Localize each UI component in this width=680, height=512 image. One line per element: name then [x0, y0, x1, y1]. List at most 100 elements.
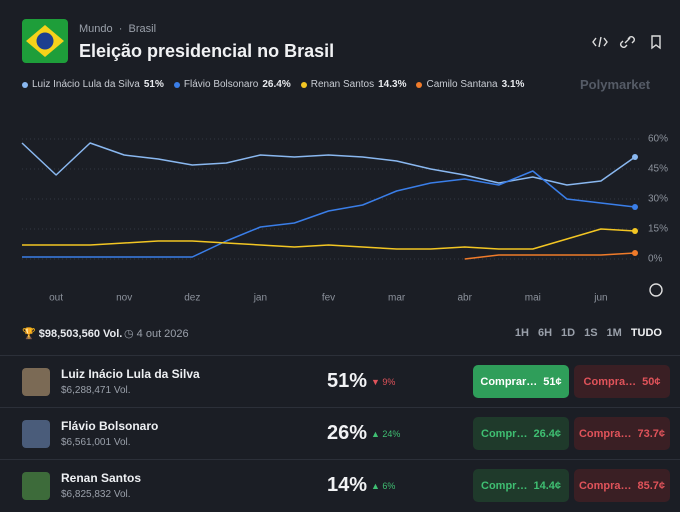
end-dot	[632, 204, 638, 210]
end-dot	[632, 154, 638, 160]
flag	[22, 19, 68, 63]
legend-item: Flávio Bolsonaro 26.4%	[173, 79, 291, 90]
range-button[interactable]: TUDO	[630, 327, 662, 339]
outcome-volume: $6,825,832 Vol.	[61, 489, 131, 500]
range-selector: 1H 6H 1D 1S 1M TUDO	[515, 327, 662, 339]
sell-label: Compra…	[578, 479, 632, 492]
embed-icon[interactable]	[592, 36, 608, 48]
x-tick-label: jan	[253, 293, 267, 304]
legend-value: 3.1%	[501, 79, 525, 90]
change-value: 24%	[382, 429, 401, 439]
outcome-name: Renan Santos	[61, 471, 142, 485]
chart: 0% 15% 30% 45% 60% out nov dez jan fev mar abr mai ju…	[21, 134, 668, 304]
series-line	[22, 170, 636, 258]
outcome-name: Flávio Bolsonaro	[61, 419, 159, 433]
date-text: 4 out 2026	[136, 328, 189, 340]
outcome-volume: $6,288,471 Vol.	[61, 385, 131, 396]
end-dot	[632, 250, 638, 256]
range-button[interactable]: 1M	[606, 327, 622, 339]
legend-dot	[300, 81, 307, 88]
buy-label: Compr…	[481, 427, 528, 440]
buy-label: Comprar…	[480, 375, 538, 388]
sell-button[interactable]: Compra… 73.7¢	[574, 417, 670, 450]
outcome-change: ▲ 6%	[371, 481, 395, 491]
avatar	[22, 368, 50, 396]
avatar	[22, 472, 50, 500]
range-button[interactable]: 1D	[561, 327, 576, 339]
brand: Polymarket	[580, 77, 651, 92]
outcome-chance: 26%	[327, 422, 368, 444]
y-tick-label: 60%	[648, 134, 668, 145]
x-tick-label: nov	[116, 293, 132, 304]
end-dot	[632, 228, 638, 234]
volume: 🏆 $98,503,560 Vol.	[22, 328, 123, 340]
clock-button	[649, 283, 663, 297]
outcome-change: ▼ 9%	[371, 377, 395, 387]
outcome-volume: $6,561,001 Vol.	[61, 437, 131, 448]
link-icon[interactable]	[620, 36, 635, 48]
outcome-row[interactable]: Luiz Inácio Lula da Silva $6,288,471 Vol.…	[0, 355, 680, 408]
buy-button[interactable]: Compr… 14.4¢	[473, 469, 569, 502]
range-button[interactable]: 6H	[537, 327, 553, 339]
change-arrow: ▼	[371, 377, 383, 387]
y-tick-label: 45%	[648, 164, 668, 175]
bookmark-icon[interactable]	[651, 35, 661, 50]
legend: Luiz Inácio Lula da Silva 51% Flávio Bolso…	[22, 79, 524, 90]
header-actions	[592, 35, 661, 50]
legend-name: Flávio Bolsonaro	[183, 79, 259, 90]
buy-button[interactable]: Comprar… 51¢	[473, 365, 569, 398]
volume-text: $98,503,560 Vol.	[38, 328, 123, 340]
y-tick-label: 0%	[648, 254, 663, 265]
series-line	[464, 252, 636, 260]
breadcrumb: Mundo · Brasil	[79, 23, 157, 35]
outcome-row[interactable]: Renan Santos $6,825,832 Vol. 14% ▲ 6% Compr……	[0, 459, 680, 512]
sell-price: 50¢	[642, 375, 661, 388]
outcome-chance: 51%	[327, 370, 368, 392]
legend-item: Renan Santos 14.3%	[300, 79, 407, 90]
buy-button[interactable]: Compr… 26.4¢	[473, 417, 569, 450]
sell-button[interactable]: Compra… 85.7¢	[574, 469, 670, 502]
y-tick-label: 15%	[648, 224, 668, 235]
buy-label: Compr…	[481, 479, 528, 492]
x-tick-label: mai	[525, 293, 541, 304]
x-tick-label: fev	[322, 293, 335, 304]
series-line	[21, 142, 636, 186]
change-value: 9%	[382, 377, 396, 387]
avatar	[22, 420, 50, 448]
range-button[interactable]: 1S	[584, 327, 598, 339]
legend-name: Luiz Inácio Lula da Silva	[32, 79, 140, 90]
sell-label: Compra…	[583, 375, 637, 388]
sell-price: 85.7¢	[637, 479, 666, 492]
breadcrumb-item[interactable]: Mundo	[79, 23, 113, 35]
buy-price: 51¢	[543, 375, 562, 388]
legend-value: 14.3%	[378, 79, 407, 90]
buy-price: 26.4¢	[533, 427, 561, 440]
legend-name: Renan Santos	[310, 79, 375, 90]
legend-dot	[22, 81, 28, 88]
outcome-chance: 14%	[327, 474, 368, 496]
y-tick-label: 30%	[648, 194, 668, 205]
change-arrow: ▲	[371, 429, 383, 439]
x-tick-label: out	[49, 293, 63, 304]
legend-value: 26.4%	[262, 79, 291, 90]
change-value: 6%	[382, 481, 396, 491]
sell-label: Compra…	[578, 427, 632, 440]
x-tick-label: mar	[388, 293, 406, 304]
outcome-name: Luiz Inácio Lula da Silva	[61, 367, 200, 381]
x-tick-label: jun	[593, 293, 607, 304]
x-tick-label: abr	[457, 293, 472, 304]
breadcrumb-item[interactable]: Brasil	[128, 23, 157, 35]
legend-name: Camilo Santana	[426, 79, 498, 90]
outcome-row[interactable]: Flávio Bolsonaro $6,561,001 Vol. 26% ▲ 24% C…	[0, 407, 680, 460]
legend-value: 51%	[143, 79, 164, 90]
sell-button[interactable]: Compra… 50¢	[574, 365, 670, 398]
page-title: Eleição presidencial no Brasil	[79, 41, 335, 61]
change-arrow: ▲	[371, 481, 383, 491]
legend-dot	[416, 81, 423, 88]
legend-item: Luiz Inácio Lula da Silva 51%	[22, 79, 164, 90]
range-button[interactable]: 1H	[514, 327, 529, 339]
legend-item: Camilo Santana 3.1%	[416, 79, 524, 90]
series-line	[22, 228, 636, 250]
